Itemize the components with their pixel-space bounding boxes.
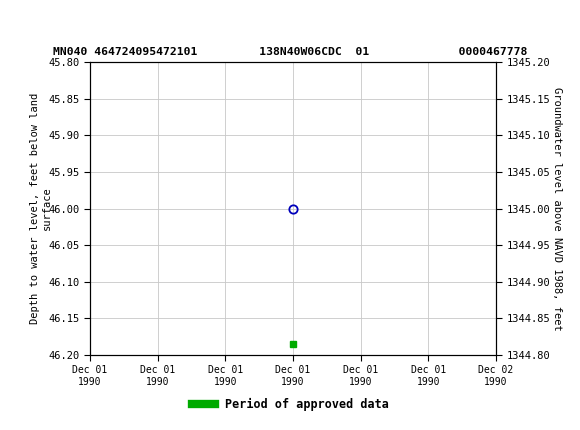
Text: ╳USGS: ╳USGS [7,9,78,31]
Y-axis label: Depth to water level, feet below land
surface: Depth to water level, feet below land su… [31,93,52,324]
Y-axis label: Groundwater level above NAVD 1988, feet: Groundwater level above NAVD 1988, feet [552,87,562,330]
Legend: Period of approved data: Period of approved data [187,393,393,415]
Text: MN040 464724095472101         138N40W06CDC  01             0000467778: MN040 464724095472101 138N40W06CDC 01 00… [53,46,527,57]
